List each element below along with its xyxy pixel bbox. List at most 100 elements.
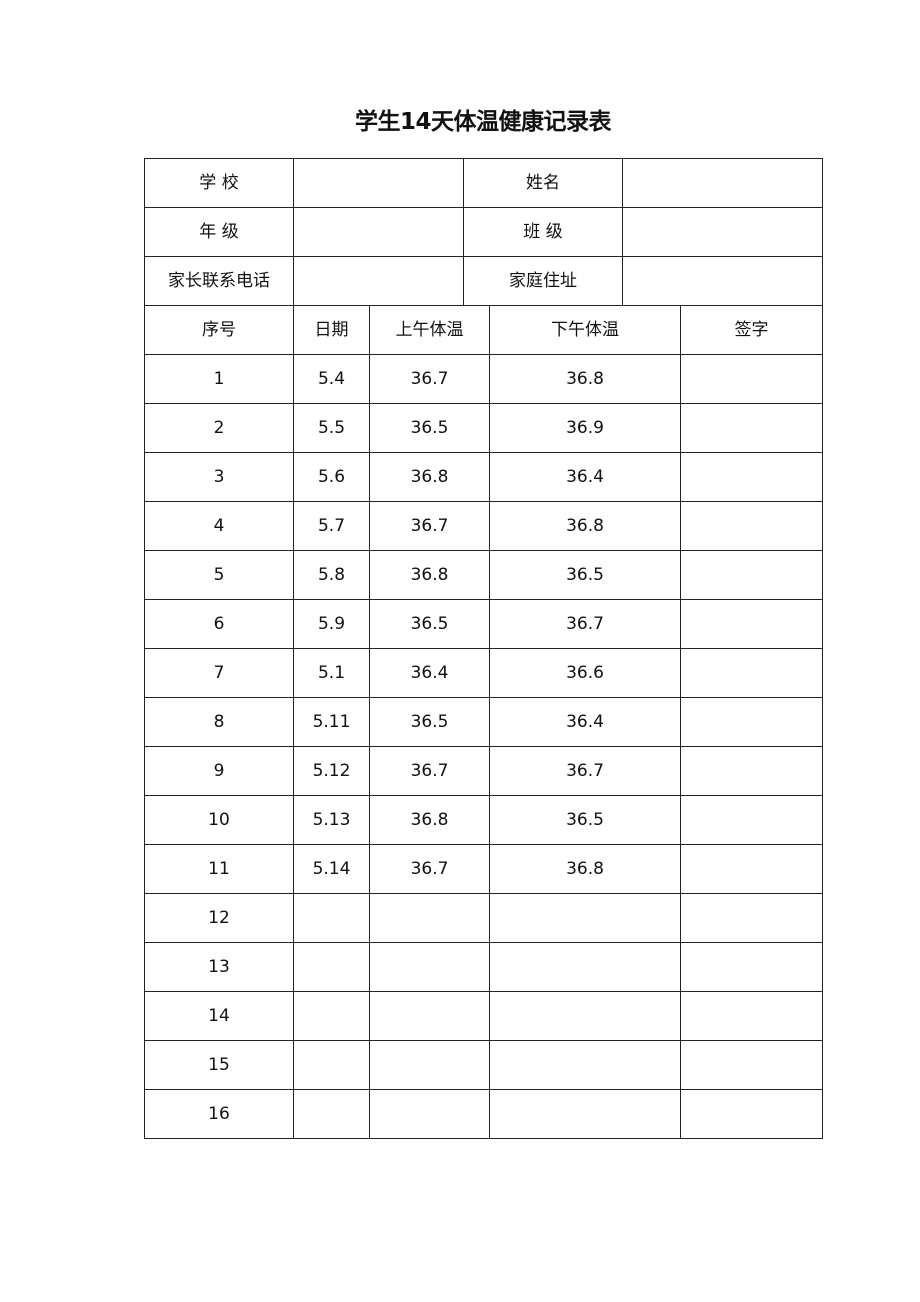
cell-signature[interactable] — [680, 354, 823, 404]
cell-signature[interactable] — [680, 795, 823, 845]
cell-afternoon-temp[interactable]: 36.8 — [489, 501, 681, 551]
school-field[interactable] — [293, 158, 464, 208]
cell-afternoon-temp[interactable]: 36.7 — [489, 746, 681, 796]
cell-afternoon-temp[interactable] — [489, 1089, 681, 1139]
cell-signature[interactable] — [680, 1040, 823, 1090]
cell-index: 2 — [144, 403, 294, 453]
temperature-records-table: 序号 日期 上午体温 下午体温 签字 1 5.4 36.7 36.8 2 5.5 36.5 3… — [144, 305, 823, 1139]
cell-date[interactable]: 5.4 — [293, 354, 370, 404]
cell-morning-temp[interactable] — [369, 1040, 490, 1090]
cell-index: 6 — [144, 599, 294, 649]
cell-afternoon-temp[interactable] — [489, 893, 681, 943]
table-row: 12 — [144, 893, 823, 943]
cell-signature[interactable] — [680, 599, 823, 649]
cell-morning-temp[interactable]: 36.8 — [369, 795, 490, 845]
table-row: 6 5.9 36.5 36.7 — [144, 599, 823, 649]
table-row: 3 5.6 36.8 36.4 — [144, 452, 823, 502]
phone-field[interactable] — [293, 256, 464, 306]
cell-afternoon-temp[interactable]: 36.5 — [489, 795, 681, 845]
cell-signature[interactable] — [680, 746, 823, 796]
cell-morning-temp[interactable]: 36.5 — [369, 403, 490, 453]
cell-morning-temp[interactable]: 36.7 — [369, 746, 490, 796]
grade-field[interactable] — [293, 207, 464, 257]
cell-date[interactable] — [293, 991, 370, 1041]
cell-signature[interactable] — [680, 844, 823, 894]
cell-afternoon-temp[interactable]: 36.7 — [489, 599, 681, 649]
cell-signature[interactable] — [680, 893, 823, 943]
cell-date[interactable]: 5.1 — [293, 648, 370, 698]
cell-afternoon-temp[interactable]: 36.5 — [489, 550, 681, 600]
header-afternoon-temp: 下午体温 — [489, 305, 681, 355]
table-row: 13 — [144, 942, 823, 992]
cell-date[interactable]: 5.6 — [293, 452, 370, 502]
cell-date[interactable]: 5.8 — [293, 550, 370, 600]
cell-morning-temp[interactable]: 36.8 — [369, 550, 490, 600]
cell-date[interactable]: 5.7 — [293, 501, 370, 551]
cell-index: 4 — [144, 501, 294, 551]
name-label: 姓名 — [463, 158, 623, 208]
cell-signature[interactable] — [680, 501, 823, 551]
cell-date[interactable]: 5.9 — [293, 599, 370, 649]
table-header-row: 序号 日期 上午体温 下午体温 签字 — [144, 305, 823, 355]
cell-morning-temp[interactable] — [369, 991, 490, 1041]
cell-date[interactable]: 5.11 — [293, 697, 370, 747]
address-field[interactable] — [622, 256, 823, 306]
info-row-school-name: 学 校 姓名 — [144, 158, 823, 208]
cell-date[interactable]: 5.5 — [293, 403, 370, 453]
cell-morning-temp[interactable]: 36.7 — [369, 501, 490, 551]
cell-date[interactable] — [293, 893, 370, 943]
cell-signature[interactable] — [680, 550, 823, 600]
table-row: 15 — [144, 1040, 823, 1090]
cell-signature[interactable] — [680, 648, 823, 698]
table-row: 9 5.12 36.7 36.7 — [144, 746, 823, 796]
cell-morning-temp[interactable]: 36.7 — [369, 354, 490, 404]
student-info-table: 学 校 姓名 年 级 班 级 家长联系电话 家庭住址 — [144, 158, 823, 306]
cell-signature[interactable] — [680, 1089, 823, 1139]
table-row: 8 5.11 36.5 36.4 — [144, 697, 823, 747]
table-row: 5 5.8 36.8 36.5 — [144, 550, 823, 600]
address-label: 家庭住址 — [463, 256, 623, 306]
cell-date[interactable]: 5.13 — [293, 795, 370, 845]
cell-morning-temp[interactable]: 36.7 — [369, 844, 490, 894]
cell-date[interactable] — [293, 1040, 370, 1090]
school-label: 学 校 — [144, 158, 294, 208]
cell-index: 11 — [144, 844, 294, 894]
header-date: 日期 — [293, 305, 370, 355]
cell-afternoon-temp[interactable]: 36.4 — [489, 452, 681, 502]
info-row-phone-address: 家长联系电话 家庭住址 — [144, 256, 823, 306]
cell-morning-temp[interactable]: 36.8 — [369, 452, 490, 502]
cell-date[interactable]: 5.12 — [293, 746, 370, 796]
cell-afternoon-temp[interactable]: 36.8 — [489, 354, 681, 404]
cell-signature[interactable] — [680, 697, 823, 747]
cell-morning-temp[interactable]: 36.5 — [369, 697, 490, 747]
table-row: 14 — [144, 991, 823, 1041]
cell-signature[interactable] — [680, 403, 823, 453]
table-row: 10 5.13 36.8 36.5 — [144, 795, 823, 845]
cell-afternoon-temp[interactable] — [489, 942, 681, 992]
cell-morning-temp[interactable] — [369, 942, 490, 992]
cell-afternoon-temp[interactable] — [489, 1040, 681, 1090]
class-field[interactable] — [622, 207, 823, 257]
cell-afternoon-temp[interactable]: 36.9 — [489, 403, 681, 453]
cell-morning-temp[interactable] — [369, 893, 490, 943]
cell-afternoon-temp[interactable] — [489, 991, 681, 1041]
cell-afternoon-temp[interactable]: 36.8 — [489, 844, 681, 894]
cell-afternoon-temp[interactable]: 36.4 — [489, 697, 681, 747]
cell-index: 14 — [144, 991, 294, 1041]
cell-afternoon-temp[interactable]: 36.6 — [489, 648, 681, 698]
cell-date[interactable] — [293, 942, 370, 992]
cell-signature[interactable] — [680, 452, 823, 502]
name-field[interactable] — [622, 158, 823, 208]
cell-date[interactable]: 5.14 — [293, 844, 370, 894]
cell-signature[interactable] — [680, 942, 823, 992]
grade-label: 年 级 — [144, 207, 294, 257]
cell-signature[interactable] — [680, 991, 823, 1041]
cell-date[interactable] — [293, 1089, 370, 1139]
cell-morning-temp[interactable]: 36.5 — [369, 599, 490, 649]
page-title: 学生14天体温健康记录表 — [354, 109, 612, 135]
header-signature: 签字 — [680, 305, 823, 355]
cell-morning-temp[interactable] — [369, 1089, 490, 1139]
cell-morning-temp[interactable]: 36.4 — [369, 648, 490, 698]
cell-index: 13 — [144, 942, 294, 992]
cell-index: 9 — [144, 746, 294, 796]
